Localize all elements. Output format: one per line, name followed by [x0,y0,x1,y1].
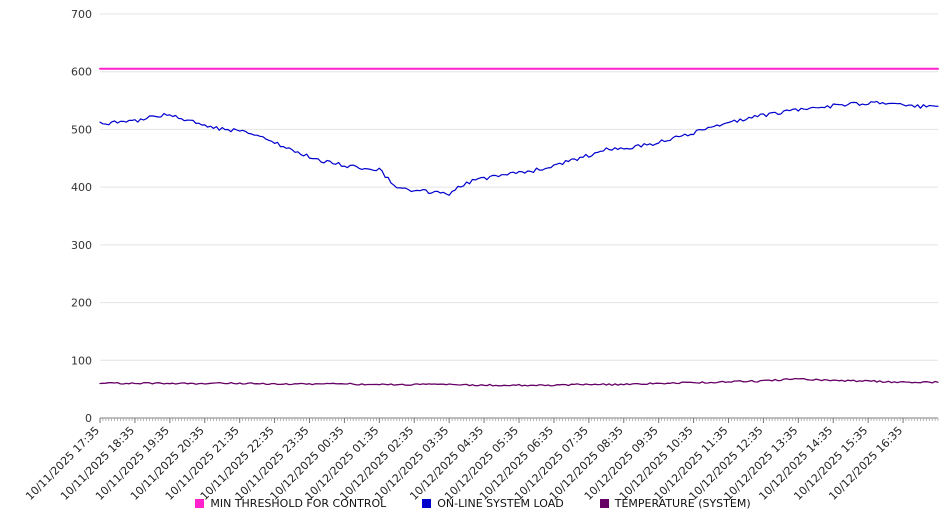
legend-label-temperature: TEMPERATURE (SYSTEM) [614,497,751,510]
series-line-1 [99,100,939,196]
legend-label-min-threshold: MIN THRESHOLD FOR CONTROL [210,497,387,510]
y-axis-label: 0 [85,412,92,425]
y-axis-label: 400 [71,181,92,194]
legend-item-system-load: ON-LINE SYSTEM LOAD [422,497,564,510]
y-axis-label: 100 [71,354,92,367]
y-axis-label: 600 [71,66,92,79]
legend-swatch-temperature [599,499,609,508]
y-axis-label: 200 [71,297,92,310]
y-axis-label: 300 [71,239,92,252]
legend-item-temperature: TEMPERATURE (SYSTEM) [599,497,751,510]
series-line-2 [99,377,939,387]
chart-legend: MIN THRESHOLD FOR CONTROL ON-LINE SYSTEM… [0,497,946,510]
y-axis-label: 700 [71,8,92,21]
legend-label-system-load: ON-LINE SYSTEM LOAD [437,497,564,510]
legend-item-min-threshold: MIN THRESHOLD FOR CONTROL [195,497,386,510]
legend-swatch-system-load [422,499,432,508]
legend-swatch-min-threshold [195,499,205,508]
y-axis-label: 500 [71,123,92,136]
